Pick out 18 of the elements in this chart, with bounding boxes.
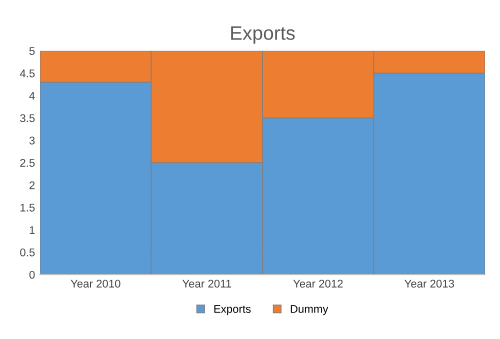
x-tick-label: Year 2010 (70, 280, 120, 288)
y-tick-label: 3.5 (20, 114, 35, 122)
x-tick-label: Year 2013 (404, 280, 454, 288)
chart-title: Exports (231, 26, 295, 44)
x-tick-label: Year 2012 (293, 280, 343, 288)
y-tick-label: 5 (29, 47, 35, 55)
y-tick-label: 4.5 (20, 70, 35, 78)
x-tick-label: Year 2011 (182, 280, 232, 288)
y-tick-label: 2 (30, 181, 35, 190)
y-tick-label: 1.5 (20, 204, 35, 212)
y-tick-label: 0.5 (20, 248, 35, 256)
y-tick-label: 1 (30, 226, 35, 234)
y-tick-label: 3 (29, 136, 35, 144)
y-tick-label: 4 (29, 92, 35, 100)
legend-label: Exports (214, 305, 251, 316)
legend-label: Dummy (290, 305, 328, 316)
y-tick-label: 2.5 (20, 158, 35, 167)
y-tick-label: 0 (29, 270, 35, 279)
